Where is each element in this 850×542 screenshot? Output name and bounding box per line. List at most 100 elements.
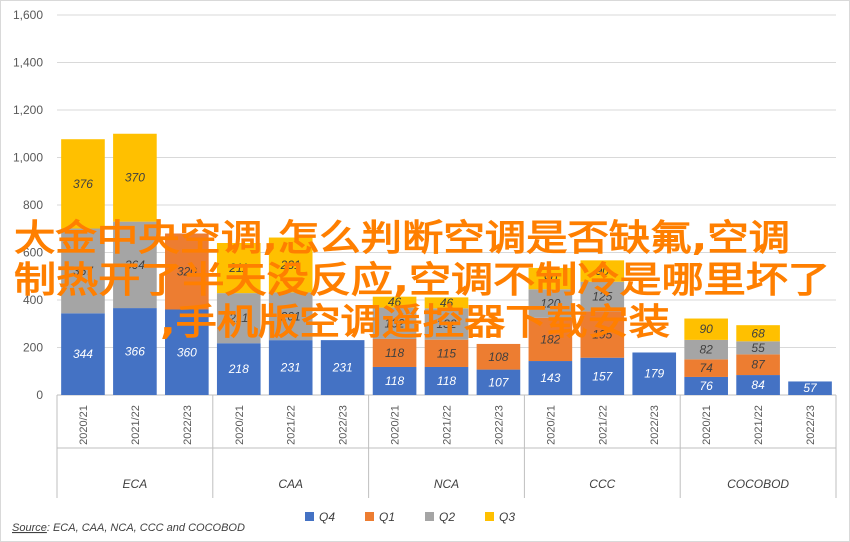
category-label: 2021/22: [597, 405, 609, 445]
data-label: 157: [592, 369, 613, 383]
source-text: : ECA, CAA, NCA, CCC and COCOBOD: [47, 522, 245, 534]
data-label: 84: [751, 378, 765, 392]
y-tick-label: 1,600: [13, 8, 43, 22]
data-label: 90: [699, 322, 713, 336]
data-label: 195: [592, 328, 612, 342]
bar-segment-q2: [736, 341, 780, 355]
bar-segment-q2: [268, 292, 313, 341]
bars: 344 357 376 366 364 370 360 320 218 211 211 231 201 2…: [61, 133, 832, 395]
bar-segment-q1: [528, 317, 573, 362]
y-tick-label: 1,400: [13, 56, 43, 70]
bar-segment-q4: [580, 357, 625, 395]
category-label: 2021/22: [442, 405, 454, 445]
data-label: 82: [699, 343, 713, 357]
bar-segment-q1: [165, 233, 209, 310]
bar-segment-q2: [216, 293, 261, 344]
group-label: ECA: [123, 477, 148, 491]
data-label: 87: [751, 358, 766, 372]
legend-swatch-q2: [425, 512, 434, 521]
legend-swatch-q4: [305, 512, 314, 521]
bar-segment-q1: [476, 343, 521, 370]
category-label: 2022/23: [649, 405, 661, 445]
data-label: 55: [751, 341, 765, 355]
watermark-line-1: 大金中央空调,怎么判断空调是否缺氟,空调: [14, 217, 790, 259]
bar-segment-q4: [165, 309, 209, 395]
data-label: 179: [644, 367, 664, 381]
bar-segment-q2: [528, 289, 573, 318]
bar-segment-q2: [684, 339, 728, 360]
data-label: 74: [699, 361, 713, 375]
category-label: 2022/23: [805, 405, 817, 445]
bar-segment-q4: [424, 366, 469, 395]
bar-segment-q4: [320, 340, 365, 395]
data-label: 344: [73, 347, 93, 361]
group-label: NCA: [434, 477, 459, 491]
bar-segment-q2: [372, 307, 417, 339]
data-label: 132: [436, 317, 456, 331]
data-label: 182: [540, 332, 560, 346]
y-tick-label: 800: [23, 198, 43, 212]
watermark-line-2: 制热开了半天没反应,空调不制冷是哪里坏了: [14, 260, 830, 301]
data-label: 376: [73, 177, 93, 191]
watermark-line-3: ,手机版空调遥控器下载安装: [160, 302, 670, 343]
category-label: 2022/23: [493, 405, 505, 445]
source-note: Source: ECA, CAA, NCA, CCC and COCOBOD: [12, 522, 245, 534]
category-label: 2020/21: [78, 405, 90, 445]
data-label: 90: [596, 264, 610, 278]
data-label: 108: [488, 350, 508, 364]
bar-segment-q4: [528, 361, 573, 395]
y-tick-label: 400: [23, 293, 43, 307]
data-label: 320: [177, 265, 197, 279]
y-tick-label: 0: [36, 388, 43, 402]
bar-segment-q3: [424, 297, 469, 309]
bar-segment-q3: [736, 325, 780, 342]
data-label: 90: [544, 272, 558, 286]
category-label: 2021/22: [753, 405, 765, 445]
data-label: 211: [228, 311, 248, 325]
bar-segment-q4: [113, 308, 157, 395]
bar-segment-q3: [113, 133, 157, 222]
y-tick-label: 200: [23, 341, 43, 355]
bar-segment-q3: [580, 260, 625, 282]
bar-segment-q4: [788, 381, 832, 395]
category-label: 2021/22: [286, 405, 298, 445]
legend-label: Q3: [499, 510, 515, 524]
bar-segment-q3: [268, 237, 313, 293]
data-label: 366: [125, 345, 145, 359]
data-label: 364: [125, 258, 145, 272]
source-prefix: Source: [12, 522, 47, 534]
data-label: 218: [228, 362, 249, 376]
data-label: 118: [385, 346, 404, 360]
data-label: 211: [228, 261, 248, 275]
watermark-overlay: 大金中央空调,怎么判断空调是否缺氟,空调 制热开了半天没反应,空调不制冷是哪里坏…: [14, 217, 830, 343]
data-label: 370: [125, 171, 145, 185]
bar-segment-q4: [476, 369, 521, 395]
legend-label: Q2: [439, 510, 455, 524]
category-label: 2020/21: [545, 405, 557, 445]
legend-label: Q4: [319, 510, 335, 524]
y-tick-label: 1,200: [13, 103, 43, 117]
data-label: 360: [177, 345, 197, 359]
data-label: 125: [592, 290, 612, 304]
group-label: COCOBOD: [727, 477, 789, 491]
bar-segment-q4: [684, 376, 728, 395]
legend-swatch-q1: [365, 512, 374, 521]
data-label: 120: [540, 297, 560, 311]
data-label: 76: [699, 379, 713, 393]
bar-segment-q3: [684, 318, 728, 340]
data-label: 231: [280, 361, 301, 375]
bar-segment-q3: [61, 139, 105, 229]
data-label: 46: [440, 296, 454, 310]
data-label: 68: [751, 326, 765, 340]
category-label: 2021/22: [130, 405, 142, 445]
bar-segment-q1: [372, 338, 417, 367]
data-label: 118: [437, 374, 456, 388]
bar-segment-q3: [528, 267, 573, 290]
y-tick-label: 600: [23, 246, 43, 260]
data-label: 231: [332, 361, 353, 375]
y-tick-label: 1,000: [13, 151, 43, 165]
data-label: 132: [385, 316, 405, 330]
bar-segment-q1: [424, 339, 469, 367]
category-label: 2022/23: [338, 405, 350, 445]
data-label: 115: [437, 346, 456, 360]
